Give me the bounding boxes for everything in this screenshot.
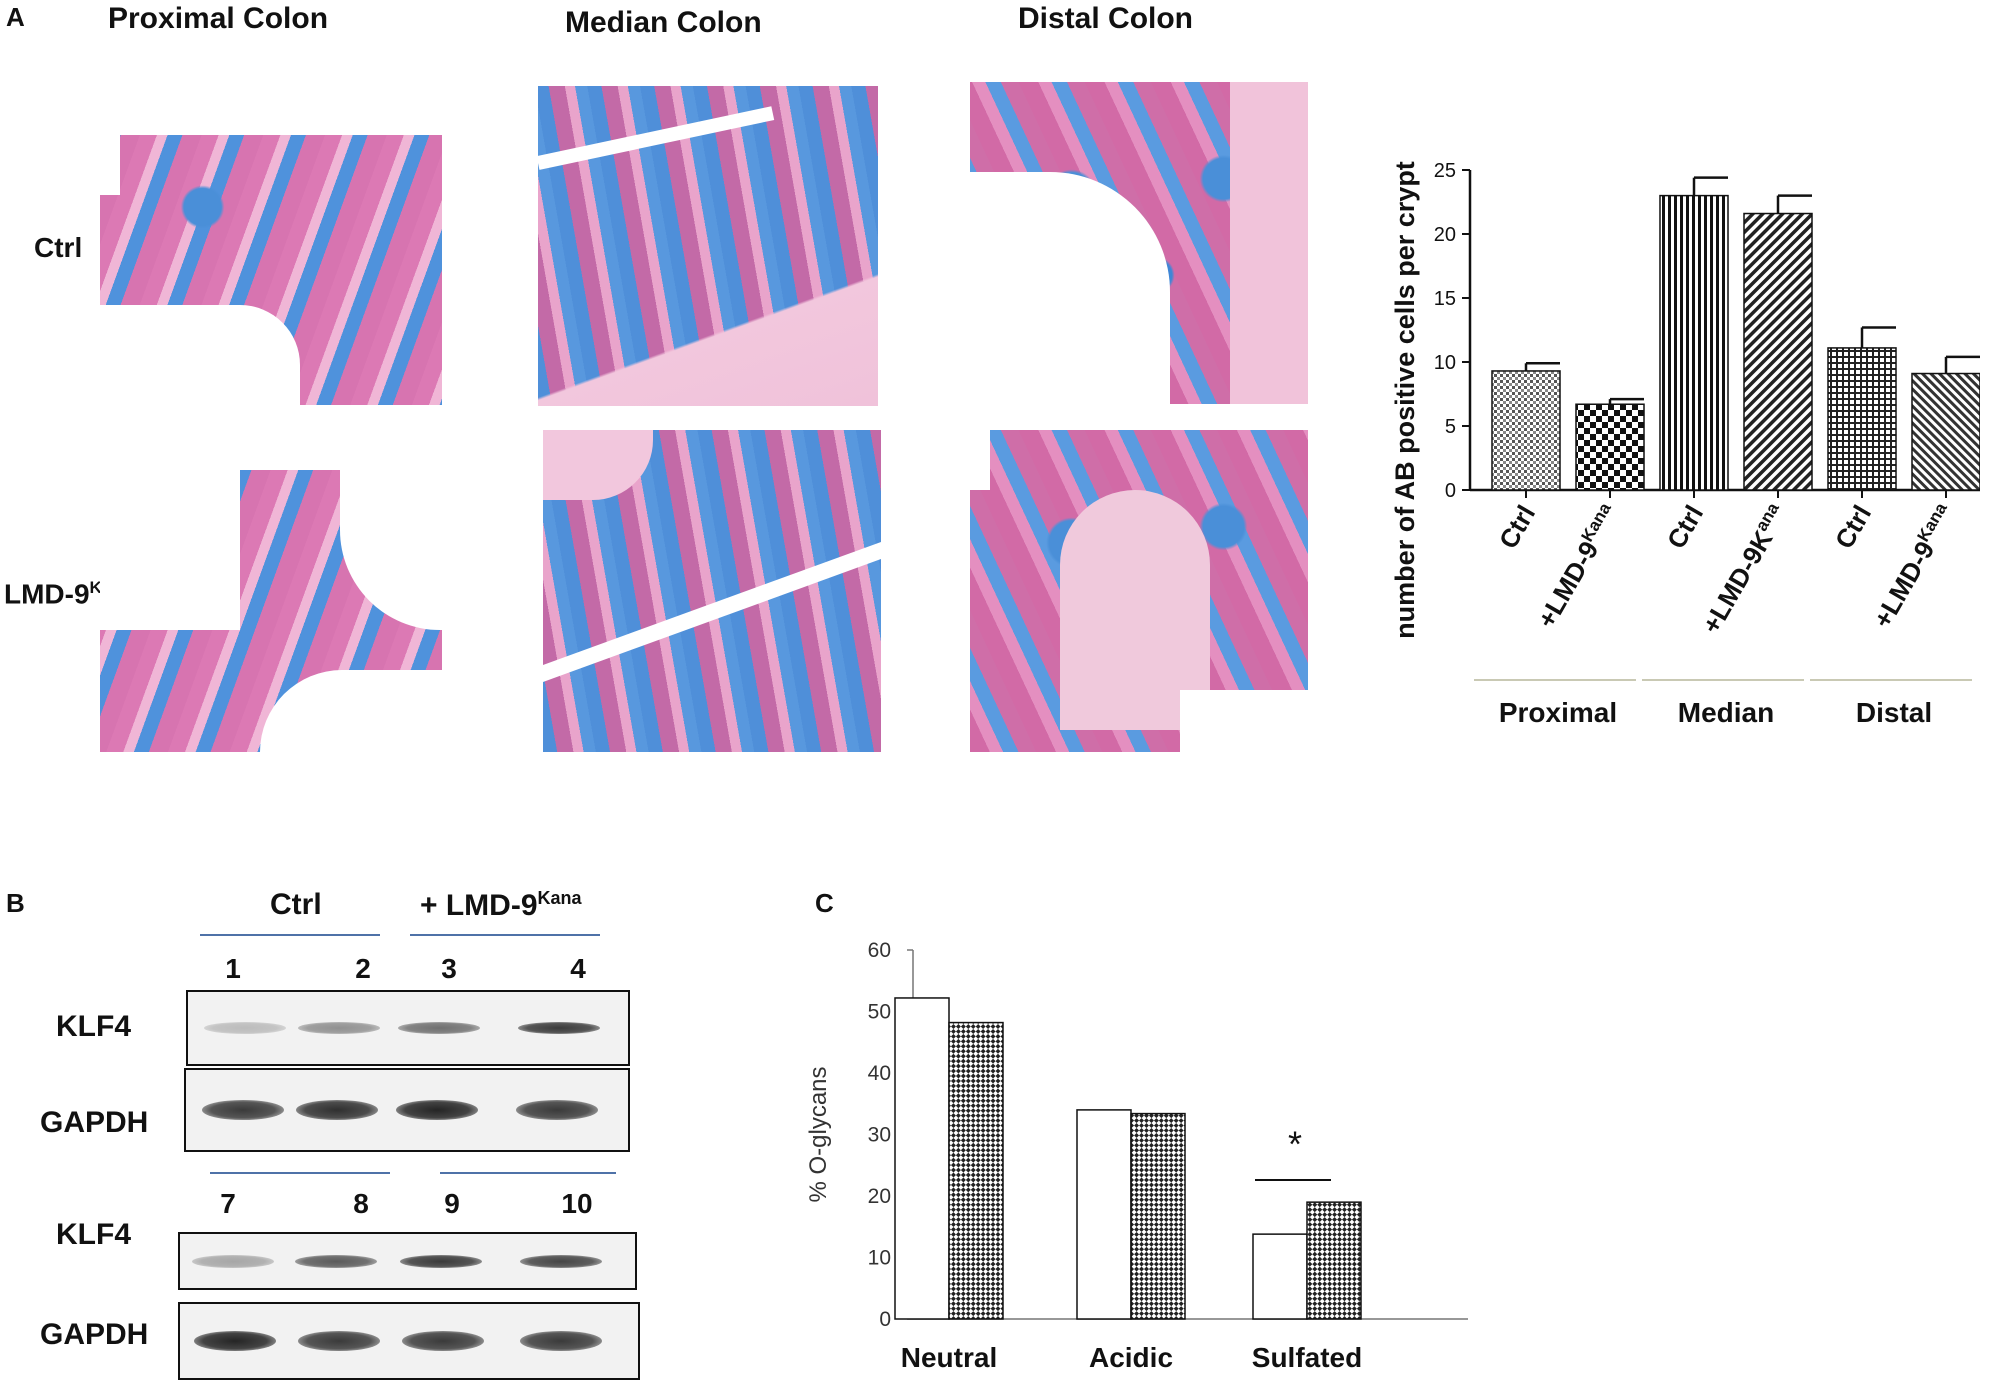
blot-band xyxy=(398,1022,480,1034)
bar xyxy=(1252,1233,1308,1320)
histology-median-lmd9 xyxy=(543,430,881,752)
blot-band xyxy=(192,1254,274,1268)
row-label-lmd9-base: LMD-9 xyxy=(4,578,90,610)
ab-positive-chart: 0 5 10 15 20 25 number of AB positive cells pe… xyxy=(1390,160,1980,728)
header-proximal-colon: Proximal Colon xyxy=(108,2,329,35)
bar xyxy=(1575,403,1645,491)
group-label: Median xyxy=(1678,697,1774,728)
header-median-colon: Median Colon xyxy=(565,6,762,39)
bar xyxy=(1306,1201,1362,1320)
y-tick-label: 50 xyxy=(868,1001,891,1024)
blot-band xyxy=(516,1100,598,1120)
y-tick-label: 20 xyxy=(1434,224,1456,246)
bar xyxy=(1659,194,1729,491)
bar xyxy=(948,1021,1004,1320)
klf4-blot-top xyxy=(186,990,630,1066)
y-tick-label: 10 xyxy=(868,1247,891,1270)
group-label-lmd9: + LMD-9Kana xyxy=(420,888,582,923)
blot-band xyxy=(298,1022,380,1034)
klf4-blot-bottom xyxy=(178,1232,637,1290)
category-label: Acidic xyxy=(1089,1342,1173,1373)
header-distal-colon: Distal Colon xyxy=(1018,2,1194,35)
y-tick-label: 20 xyxy=(868,1185,891,1208)
bar xyxy=(1491,370,1561,491)
panel-a-letter: A xyxy=(6,2,25,32)
klf4-label-bottom: KLF4 xyxy=(56,1218,131,1251)
blot-band xyxy=(298,1331,380,1351)
significance-star: * xyxy=(1288,1124,1302,1165)
gapdh-label-top: GAPDH xyxy=(40,1106,149,1139)
histology-proximal-ctrl xyxy=(100,75,442,405)
lane-label: 8 xyxy=(353,1188,369,1219)
panel-b-letter: B xyxy=(6,888,25,918)
category-label: +LMD-9Kana xyxy=(1866,499,1961,633)
blot-band xyxy=(202,1100,284,1120)
lmd9-group-line-bottom xyxy=(440,1172,616,1174)
group-label-lmd9-sup: Kana xyxy=(537,888,582,908)
y-tick-label: 0 xyxy=(879,1308,891,1331)
blot-band xyxy=(295,1254,377,1268)
group-label: Distal xyxy=(1856,697,1932,728)
bar xyxy=(1827,347,1897,491)
bar xyxy=(1130,1112,1186,1320)
lmd9-group-line-top xyxy=(410,934,600,936)
gapdh-blot-top xyxy=(184,1068,630,1152)
y-tick-label: 25 xyxy=(1434,160,1456,182)
bar xyxy=(1911,372,1980,491)
panel-c-letter: C xyxy=(815,888,834,918)
lane-label: 1 xyxy=(225,953,241,984)
blot-band xyxy=(518,1022,600,1034)
histology-median-ctrl xyxy=(538,86,878,406)
y-tick-label: 60 xyxy=(868,939,891,962)
ctrl-group-line-bottom xyxy=(210,1172,390,1174)
bar xyxy=(894,997,950,1320)
gapdh-blot-bottom xyxy=(178,1302,640,1380)
blot-band xyxy=(396,1100,478,1120)
category-label: Sulfated xyxy=(1252,1342,1362,1373)
histology-proximal-lmd9 xyxy=(100,430,442,752)
y-tick-label: 15 xyxy=(1434,288,1456,310)
category-label: Ctrl xyxy=(1493,500,1541,554)
lane-label: 3 xyxy=(441,953,457,984)
histology-distal-ctrl xyxy=(970,82,1308,404)
y-tick-label: 5 xyxy=(1445,416,1456,438)
category-label: Ctrl xyxy=(1661,500,1709,554)
group-label: Proximal xyxy=(1499,697,1617,728)
y-tick-label: 40 xyxy=(868,1062,891,1085)
gapdh-label-bottom: GAPDH xyxy=(40,1318,149,1351)
y-tick-label: 30 xyxy=(868,1124,891,1147)
lane-label: 10 xyxy=(561,1188,593,1219)
lane-label: 2 xyxy=(355,953,371,984)
category-label: +LMD-9Kana xyxy=(1695,499,1793,639)
y-axis-label: % O-glycans xyxy=(805,1066,832,1202)
bar xyxy=(1743,212,1813,491)
category-label: +LMD-9Kana xyxy=(1530,499,1625,633)
blot-band xyxy=(296,1100,378,1120)
o-glycans-chart: 0 10 20 30 40 50 60 % O-glycans Neutral Acidic Sul… xyxy=(805,939,1468,1373)
category-label: Neutral xyxy=(901,1342,997,1373)
y-tick-label: 0 xyxy=(1445,480,1456,502)
lane-label: 7 xyxy=(220,1188,236,1219)
group-label-lmd9-base: + LMD-9 xyxy=(420,889,538,922)
y-axis-label: number of AB positive cells per crypt xyxy=(1390,161,1420,639)
lane-label: 4 xyxy=(570,953,586,984)
blot-band xyxy=(520,1254,602,1268)
ctrl-group-line-top xyxy=(200,934,380,936)
bar xyxy=(1076,1109,1132,1320)
group-label-ctrl: Ctrl xyxy=(270,888,322,921)
blot-band xyxy=(400,1254,482,1268)
blot-band xyxy=(402,1331,484,1351)
y-tick-label: 10 xyxy=(1434,352,1456,374)
blot-band xyxy=(194,1331,276,1351)
category-label: Ctrl xyxy=(1829,500,1877,554)
klf4-label-top: KLF4 xyxy=(56,1010,131,1043)
row-label-ctrl: Ctrl xyxy=(34,232,83,263)
blot-band xyxy=(520,1331,602,1351)
blot-band xyxy=(204,1022,286,1034)
lane-label: 9 xyxy=(444,1188,460,1219)
histology-distal-lmd9 xyxy=(970,430,1308,752)
